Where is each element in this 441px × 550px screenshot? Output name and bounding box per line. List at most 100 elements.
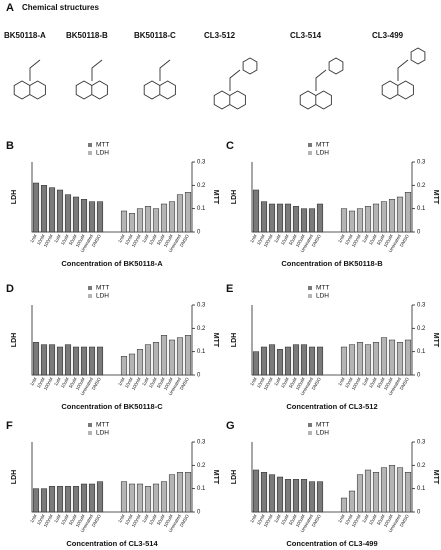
- x-tick-label: 10uM: [368, 376, 378, 388]
- legend-label: MTT: [316, 285, 329, 292]
- x-tick-label: 100uM: [75, 513, 86, 528]
- y-axis-label: LDH: [231, 190, 238, 204]
- bar: [96, 201, 104, 233]
- y2-tick-label: 0.1: [417, 206, 426, 212]
- bar: [32, 182, 40, 233]
- bar: [136, 483, 144, 513]
- compound-name: CL3-499: [372, 31, 404, 40]
- x-tick-label: 10nM: [344, 376, 354, 388]
- x-tick-label: 10nM: [256, 513, 266, 525]
- bar: [252, 351, 260, 376]
- bar: [356, 474, 364, 513]
- bar: [176, 194, 184, 233]
- axis: [31, 162, 193, 233]
- structure: [229, 69, 241, 91]
- x-tick-label: 100nM: [263, 513, 274, 528]
- y2-tick-label: 0.3: [197, 440, 206, 446]
- x-tick-label: 10nM: [256, 376, 266, 388]
- y2-axis-label: MTT: [432, 190, 439, 205]
- legend-label: LDH: [316, 293, 329, 300]
- structures-title: Chemical structures: [22, 3, 99, 12]
- x-tick-label: 50uM: [68, 233, 78, 245]
- x-tick-label: 10uM: [60, 376, 70, 388]
- x-tick-label: 10nM: [124, 233, 134, 245]
- bar: [144, 486, 152, 513]
- legend-swatch: [308, 143, 312, 147]
- bar: [252, 189, 260, 233]
- x-tick-label: 10uM: [148, 376, 158, 388]
- compound-name: CL3-514: [290, 31, 322, 40]
- x-tick-label: 50uM: [376, 233, 386, 245]
- y2-axis-label: MTT: [432, 470, 439, 485]
- x-tick-label: 50uM: [376, 376, 386, 388]
- compound-name: BK50118-C: [134, 31, 176, 40]
- x-tick-label: 1uM: [53, 233, 62, 243]
- bar: [364, 206, 372, 233]
- bar: [128, 353, 136, 376]
- legend-label: LDH: [316, 430, 329, 437]
- x-tick-label: 10uM: [60, 233, 70, 245]
- x-axis-label: Concentration of BK50118-B: [281, 259, 383, 268]
- legend-swatch: [308, 151, 312, 155]
- bar: [184, 472, 192, 513]
- legend-label: MTT: [316, 422, 329, 429]
- x-tick-label: 50uM: [156, 233, 166, 245]
- y2-tick-label: 0.1: [417, 486, 426, 492]
- x-tick-label: 100uM: [163, 513, 174, 528]
- bar: [80, 199, 88, 233]
- bar: [56, 486, 64, 513]
- panel-label: D: [6, 283, 14, 295]
- bar: [292, 206, 300, 233]
- bar: [168, 201, 176, 233]
- bar: [380, 467, 388, 513]
- structure: [328, 57, 344, 75]
- x-tick-label: 50uM: [288, 513, 298, 525]
- bar: [152, 208, 160, 233]
- bar: [168, 474, 176, 513]
- bar: [144, 344, 152, 376]
- x-tick-label: 100uM: [75, 233, 86, 248]
- x-tick-label: 10uM: [368, 233, 378, 245]
- x-tick-label: 1nM: [29, 513, 38, 523]
- x-tick-label: 1nM: [117, 376, 126, 386]
- y2-axis-label: MTT: [432, 333, 439, 348]
- y2-tick-label: 0.2: [417, 183, 426, 189]
- structure: [29, 59, 41, 81]
- bar: [136, 349, 144, 376]
- legend-swatch: [308, 423, 312, 427]
- y-axis-label: LDH: [11, 333, 18, 347]
- y2-tick-label: 0.2: [417, 326, 426, 332]
- bar: [268, 474, 276, 513]
- legend-label: MTT: [96, 142, 109, 149]
- x-tick-label: 1uM: [53, 513, 62, 523]
- y2-tick-label: 0.2: [197, 183, 206, 189]
- x-tick-label: 100nM: [351, 233, 362, 248]
- x-axis-label: Concentration of BK50118-A: [61, 259, 163, 268]
- x-tick-label: 50uM: [376, 513, 386, 525]
- bar: [128, 483, 136, 513]
- x-tick-label: 10nM: [124, 513, 134, 525]
- bar: [284, 479, 292, 513]
- bar: [176, 472, 184, 513]
- x-tick-label: DMSO: [179, 513, 190, 528]
- bar: [96, 346, 104, 376]
- x-tick-label: 10nM: [344, 233, 354, 245]
- bar: [96, 481, 104, 513]
- bar: [136, 208, 144, 233]
- y2-tick-label: 0: [417, 373, 421, 379]
- x-tick-label: DMSO: [399, 376, 410, 391]
- bar: [128, 213, 136, 233]
- bar: [308, 346, 316, 376]
- legend-label: MTT: [96, 422, 109, 429]
- panel-label: E: [226, 283, 233, 295]
- bar: [88, 483, 96, 513]
- x-tick-label: DMSO: [311, 233, 322, 248]
- x-tick-label: 100nM: [351, 376, 362, 391]
- y2-tick-label: 0.1: [197, 206, 206, 212]
- bar: [284, 203, 292, 233]
- bar: [300, 208, 308, 233]
- bar: [260, 346, 268, 376]
- bar: [276, 203, 284, 233]
- legend-label: MTT: [96, 285, 109, 292]
